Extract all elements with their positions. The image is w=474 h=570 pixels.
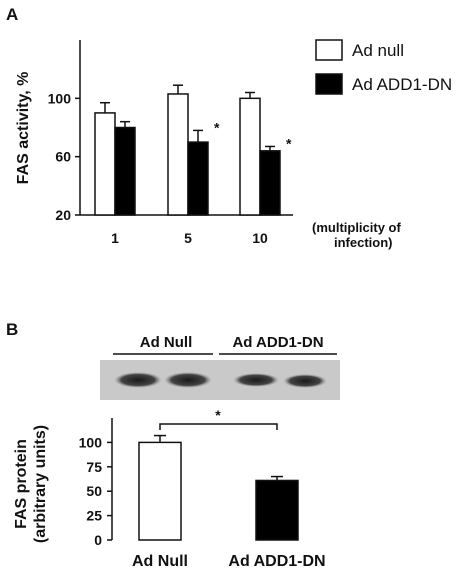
y-tick-label-b: 100: [79, 434, 103, 450]
legend-swatch: [315, 73, 343, 95]
panel-b-ylabel-line2: (arbitrary units): [32, 425, 49, 543]
x-tick-label-a: 5: [184, 230, 192, 246]
x-tick-label-a: 10: [252, 230, 268, 246]
panel-a-ylabel: FAS activity, %: [15, 72, 32, 185]
blot-band-lane-1: [114, 372, 162, 388]
blot-label-ad-add1-dn: Ad ADD1-DN: [232, 334, 323, 351]
legend-label: Ad ADD1-DN: [352, 75, 452, 94]
y-tick-label-b: 25: [86, 508, 102, 524]
x-tick-label-b: Ad ADD1-DN: [228, 553, 325, 570]
bar-a: [114, 126, 136, 216]
significance-star-a: *: [286, 135, 292, 151]
legend-label: Ad null: [352, 41, 404, 60]
bar-a: [167, 93, 189, 216]
western-blot-image: [100, 360, 340, 400]
y-tick-label-a: 60: [55, 149, 71, 165]
moi-note-line1: (multiplicity of: [312, 220, 402, 235]
x-tick-label-b: Ad Null: [132, 553, 188, 570]
blot-band-lane-4: [283, 374, 327, 388]
panel-b-ylabel-line1: FAS protein: [13, 439, 30, 529]
bar-a: [259, 150, 281, 216]
blot-label-ad-null: Ad Null: [140, 334, 193, 351]
panel-a-chart: 20 60 100 1 * 5 * 10 Ad null Ad ADD1-DN: [48, 39, 452, 246]
significance-star-b: *: [215, 407, 221, 423]
blot-band-lane-2: [164, 372, 212, 388]
x-tick-label-a: 1: [111, 230, 119, 246]
legend-swatch: [315, 39, 343, 61]
bar-a: [239, 97, 261, 216]
significance-star-a: *: [214, 119, 220, 135]
bar-a: [187, 141, 209, 216]
bar-a: [94, 112, 116, 216]
y-tick-label-a: 100: [48, 90, 72, 106]
y-tick-label-b: 75: [86, 459, 102, 475]
y-tick-label-b: 0: [94, 532, 102, 548]
moi-note-line2: infection): [334, 235, 393, 250]
bar-b: [138, 441, 182, 541]
panel-b-chart: 0 25 50 75 100 Ad Null Ad ADD1-DN: [79, 418, 326, 570]
panel-a-label: A: [6, 5, 18, 24]
bar-b: [255, 479, 299, 541]
panel-b-label: B: [6, 320, 18, 339]
y-tick-label-a: 20: [55, 207, 71, 223]
y-tick-label-b: 50: [86, 483, 102, 499]
blot-band-lane-3: [233, 373, 279, 387]
significance-bracket-b: [159, 423, 278, 430]
